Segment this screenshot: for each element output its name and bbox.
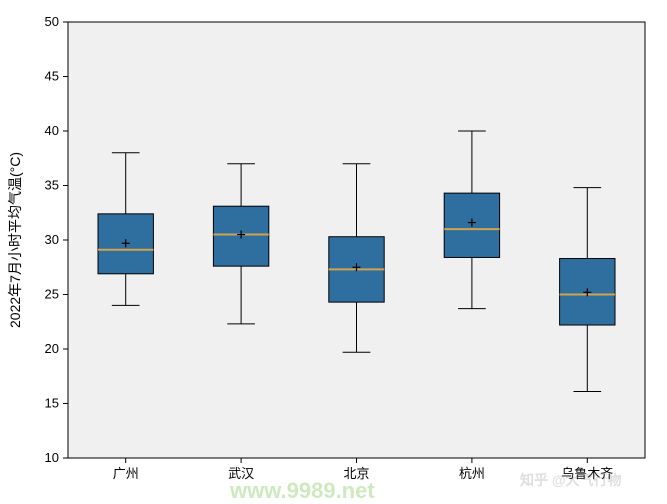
y-tick-label: 40 bbox=[45, 123, 59, 138]
y-tick-label: 25 bbox=[45, 287, 59, 302]
x-tick-label: 广州 bbox=[113, 466, 139, 481]
x-tick-label: 杭州 bbox=[459, 466, 485, 481]
boxplot-chart: 10 15 20 25 30 35 40 45 50 2022年7月小时平均气温(°C) 广州 武汉 北… bbox=[0, 0, 667, 500]
y-tick-label: 45 bbox=[45, 69, 59, 84]
y-tick-label: 10 bbox=[45, 450, 59, 465]
y-tick-label: 30 bbox=[45, 232, 59, 247]
y-tick-label: 20 bbox=[45, 341, 59, 356]
y-tick-label: 50 bbox=[45, 14, 59, 29]
y-tick-label: 35 bbox=[45, 178, 59, 193]
x-tick-label: 北京 bbox=[343, 466, 369, 481]
chart-container: 10 15 20 25 30 35 40 45 50 2022年7月小时平均气温(°C) 广州 武汉 北… bbox=[0, 0, 667, 500]
x-tick-label: 乌鲁木齐 bbox=[561, 466, 613, 481]
x-tick-label: 武汉 bbox=[228, 466, 254, 481]
y-axis-label: 2022年7月小时平均气温(°C) bbox=[7, 152, 23, 328]
y-tick-label: 15 bbox=[45, 396, 59, 411]
